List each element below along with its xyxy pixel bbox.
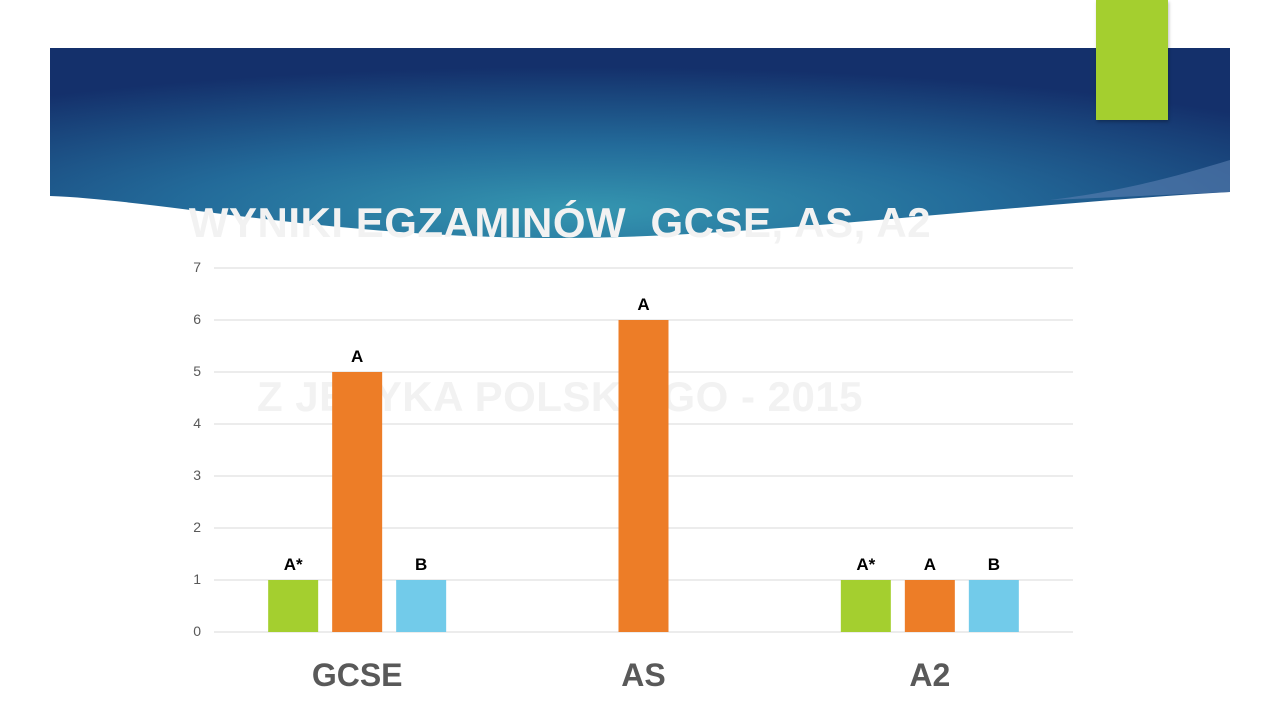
bar <box>840 580 891 632</box>
data-label: B <box>415 555 427 574</box>
accent-rectangle <box>1096 0 1168 120</box>
bar <box>332 372 383 632</box>
title-line-1: WYNIKI EGZAMINÓW GCSE, AS, A2 <box>188 199 932 246</box>
y-tick-label: 6 <box>193 311 201 327</box>
x-tick-label: A2 <box>909 657 950 693</box>
y-tick-label: 0 <box>193 623 201 639</box>
bar <box>904 580 955 632</box>
data-label: A* <box>284 555 303 574</box>
bar <box>968 580 1019 632</box>
y-tick-label: 2 <box>193 519 201 535</box>
bar <box>396 580 447 632</box>
y-tick-label: 4 <box>193 415 201 431</box>
data-label: A <box>351 347 363 366</box>
y-tick-label: 3 <box>193 467 201 483</box>
bar <box>618 320 669 632</box>
data-label: A* <box>856 555 875 574</box>
data-label: A <box>637 295 649 314</box>
x-tick-label: AS <box>621 657 665 693</box>
y-tick-label: 5 <box>193 363 201 379</box>
data-label: B <box>988 555 1000 574</box>
x-tick-label: GCSE <box>312 657 403 693</box>
data-label: A <box>924 555 936 574</box>
y-tick-label: 1 <box>193 571 201 587</box>
title-banner <box>50 48 1230 238</box>
y-tick-label: 7 <box>193 259 201 275</box>
bar <box>268 580 319 632</box>
